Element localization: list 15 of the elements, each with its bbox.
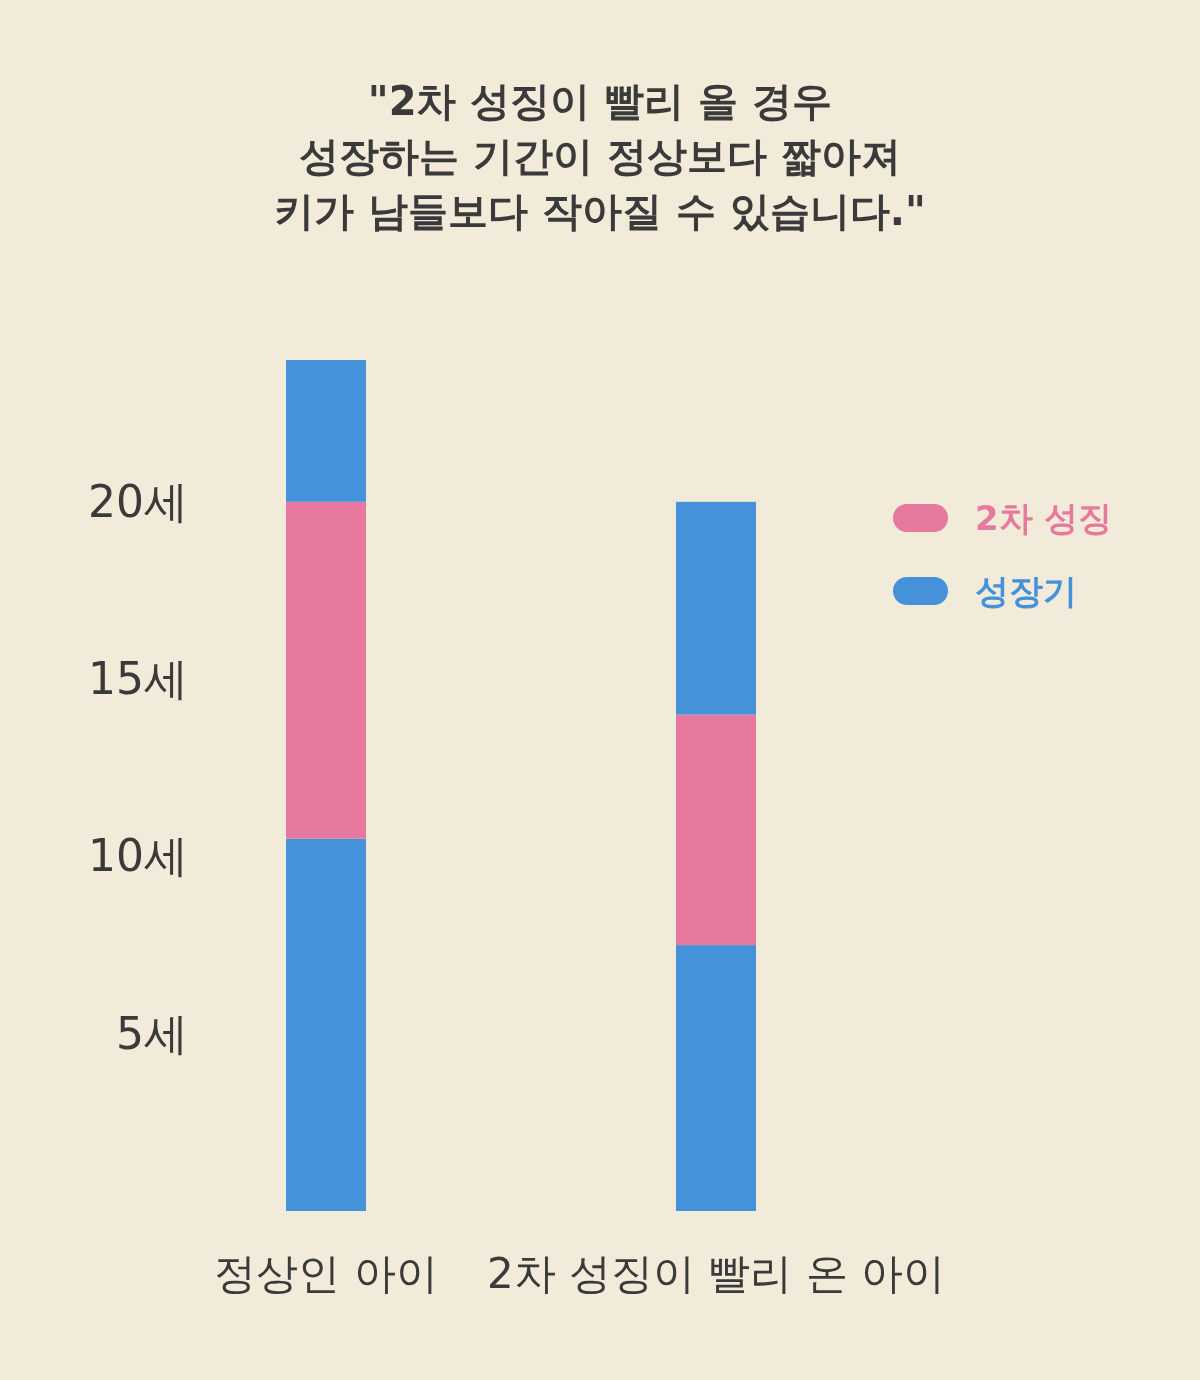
y-tick-label: 15세 xyxy=(88,653,188,705)
bar xyxy=(286,360,366,502)
bar xyxy=(676,501,756,715)
legend-label: 성장기 xyxy=(975,571,1077,611)
bar xyxy=(676,945,756,1211)
bar xyxy=(676,714,756,946)
legend-label: 2차 성징 xyxy=(975,498,1113,538)
y-tick-label: 20세 xyxy=(88,475,188,527)
y-tick-label: 10세 xyxy=(88,830,188,882)
bar xyxy=(286,501,366,839)
x-tick-label: 정상인 아이 xyxy=(214,1249,438,1298)
y-tick-label: 5세 xyxy=(116,1007,188,1059)
x-tick-label: 2차 성징이 빨리 온 아이 xyxy=(486,1249,946,1298)
chart-title: "2차 성징이 빨리 올 경우 성장하는 기간이 정상보다 짧아져 키가 남들보다 작아질 수 있습니다." xyxy=(274,78,926,234)
bar xyxy=(286,838,366,1211)
